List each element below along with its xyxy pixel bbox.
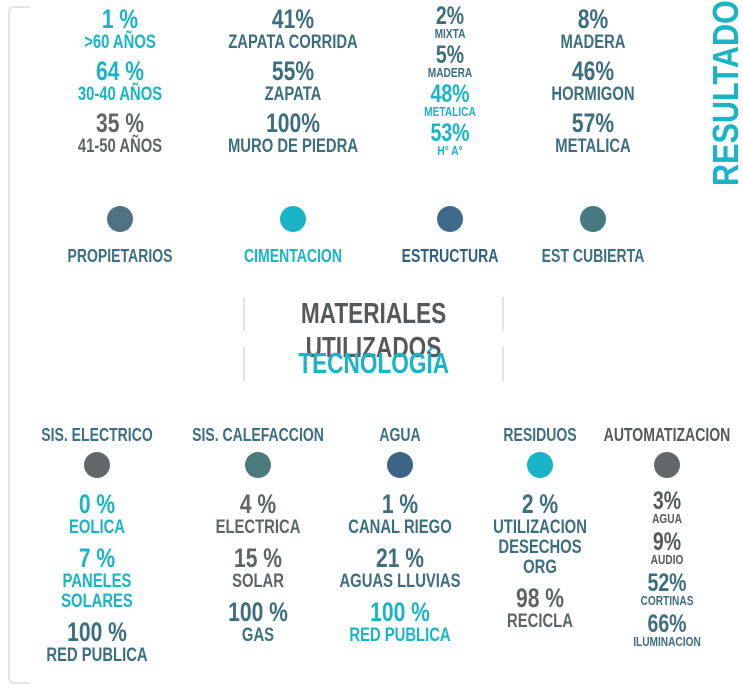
group-items: 2% MIXTA 5% MADERA 48% METALICA 53% H° A°	[380, 2, 520, 158]
item-label: AGUAS LLUVIAS	[339, 571, 461, 592]
item-label: SOLAR	[232, 571, 284, 592]
group-dot	[280, 206, 306, 232]
item-value: 98 %	[515, 583, 564, 613]
section-heading: TECNOLOGÍA	[243, 347, 504, 381]
item-label: RECICLA	[507, 611, 573, 632]
group-dot	[84, 452, 110, 478]
heading-text: MATERIALES UTILIZADOS	[300, 298, 447, 364]
item-value: 52%	[647, 569, 687, 597]
group-items: 8% MADERA 46% HORMIGON 57% METALICA	[523, 5, 663, 157]
group-items: 1 % CANAL RIEGO 21 % AGUAS LLUVIAS 100 % RED …	[330, 490, 470, 646]
group-dot	[437, 206, 463, 232]
item-value: 48%	[430, 80, 470, 108]
item-label: MADERA	[427, 65, 473, 80]
group-dot	[245, 452, 271, 478]
group-dot	[387, 452, 413, 478]
item-label: AGUA	[652, 511, 682, 526]
item-label: EOLICA	[69, 517, 125, 538]
item-value: 1 %	[101, 4, 139, 34]
group-label: ESTRUCTURA	[401, 246, 499, 266]
item-value: 57%	[571, 108, 615, 138]
item-value: 100 %	[370, 597, 430, 627]
group-label: CIMENTACION	[243, 246, 343, 266]
item-value: 66%	[647, 610, 687, 638]
group-label: SIS. CALEFACCION	[192, 425, 324, 445]
item-value: 100 %	[228, 597, 288, 627]
group-items: 0 % EOLICA 7 % PANELES SOLARES 100 % RED PUBL…	[27, 490, 167, 666]
item-label: >60 AÑOS	[84, 32, 156, 53]
heading-text: TECNOLOGÍA	[298, 348, 449, 380]
group-label: RESIDUOS	[503, 425, 577, 445]
item-value: 46%	[571, 56, 615, 86]
item-value: 5%	[435, 41, 465, 69]
item-label: METALICA	[424, 104, 476, 119]
item-value: 35 %	[95, 108, 144, 138]
side-title: RESULTADOS	[705, 0, 743, 187]
item-label: METALICA	[555, 136, 631, 157]
item-value: 3%	[652, 487, 682, 515]
item-value: 4 %	[239, 489, 277, 519]
group-label: PROPIETARIOS	[67, 246, 173, 266]
item-label: 30-40 AÑOS	[77, 84, 163, 105]
group-items: 1 % >60 AÑOS 64 % 30-40 AÑOS 35 % 41-50 AÑOS	[50, 5, 190, 157]
group-dot	[580, 206, 606, 232]
item-value: 2 %	[521, 489, 559, 519]
item-label: HORMIGON	[551, 84, 635, 105]
item-value: 8%	[577, 4, 609, 34]
group-dot	[527, 452, 553, 478]
item-value: 55%	[271, 56, 315, 86]
frame-bracket	[8, 6, 30, 684]
item-label: CANAL RIEGO	[348, 517, 452, 538]
item-label: 41-50 AÑOS	[77, 136, 163, 157]
item-label: RED PUBLICA	[46, 645, 148, 666]
item-value: 7 %	[78, 543, 116, 573]
group-dot	[107, 206, 133, 232]
group-items: 3% AGUA 9% AUDIO 52% CORTINAS 66% ILUMINACION	[597, 487, 737, 649]
group-label: AUTOMATIZACION	[603, 425, 731, 445]
item-label: RED PUBLICA	[349, 625, 451, 646]
group-items: 41% ZAPATA CORRIDA 55% ZAPATA 100% MURO DE PI…	[223, 5, 363, 157]
item-value: 53%	[430, 119, 470, 147]
group-label: AGUA	[379, 425, 421, 445]
item-label: UTILIZACION DESECHOS ORG	[493, 517, 587, 578]
group-label: SIS. ELECTRICO	[41, 425, 153, 445]
item-value: 64 %	[95, 56, 144, 86]
item-label: ILUMINACION	[633, 634, 701, 649]
group-items: 4 % ELECTRICA 15 % SOLAR 100 % GAS	[188, 490, 328, 646]
item-value: 100 %	[67, 617, 127, 647]
item-value: 0 %	[78, 489, 116, 519]
item-label: AUDIO	[650, 552, 684, 567]
item-value: 100%	[266, 108, 320, 138]
section-heading: MATERIALES UTILIZADOS	[243, 297, 504, 364]
item-label: CORTINAS	[640, 593, 694, 608]
item-label: GAS	[241, 625, 275, 646]
item-value: 21 %	[375, 543, 424, 573]
item-value: 9%	[652, 528, 682, 556]
item-value: 15 %	[233, 543, 282, 573]
item-label: MURO DE PIEDRA	[227, 136, 359, 157]
item-label: MIXTA	[434, 26, 466, 41]
group-dot	[654, 452, 680, 478]
group-label: EST CUBIERTA	[541, 246, 645, 266]
item-label: ZAPATA	[264, 84, 322, 105]
item-value: 1 %	[381, 489, 419, 519]
item-label: PANELES SOLARES	[61, 571, 133, 612]
item-label: H° A°	[437, 143, 463, 158]
item-value: 2%	[435, 2, 465, 30]
item-value: 41%	[271, 4, 315, 34]
group-items: 2 % UTILIZACION DESECHOS ORG 98 % RECICLA	[470, 490, 610, 632]
item-label: ELECTRICA	[215, 517, 301, 538]
item-label: ZAPATA CORRIDA	[228, 32, 358, 53]
item-label: MADERA	[560, 32, 626, 53]
